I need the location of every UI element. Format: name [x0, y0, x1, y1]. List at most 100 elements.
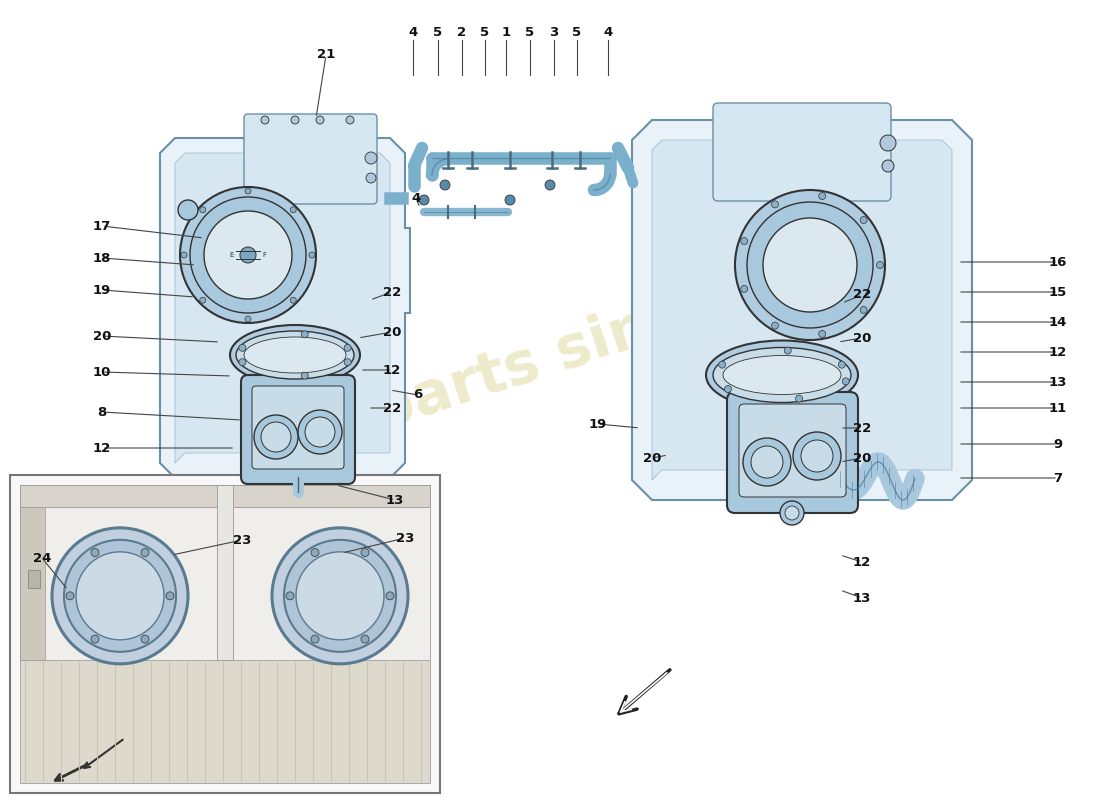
Circle shape	[286, 592, 294, 600]
Text: 10: 10	[92, 366, 111, 378]
Text: 5: 5	[433, 26, 442, 38]
Circle shape	[880, 135, 896, 151]
FancyBboxPatch shape	[241, 375, 355, 484]
Text: 11: 11	[1049, 402, 1067, 414]
Text: 1: 1	[502, 26, 510, 38]
FancyBboxPatch shape	[244, 114, 377, 204]
Text: 20: 20	[852, 451, 871, 465]
Circle shape	[544, 180, 556, 190]
Circle shape	[795, 395, 803, 402]
Circle shape	[877, 262, 883, 269]
Text: parts sinc...: parts sinc...	[365, 267, 755, 442]
Text: 24: 24	[33, 551, 52, 565]
Circle shape	[801, 440, 833, 472]
Circle shape	[860, 217, 867, 223]
Bar	[20, 485, 430, 507]
Polygon shape	[175, 153, 390, 463]
Circle shape	[200, 298, 206, 303]
Circle shape	[311, 635, 319, 643]
Circle shape	[440, 180, 450, 190]
Polygon shape	[652, 140, 952, 480]
Circle shape	[141, 635, 149, 643]
Circle shape	[292, 116, 299, 124]
Ellipse shape	[723, 355, 842, 394]
Circle shape	[747, 202, 873, 328]
Text: 12: 12	[1049, 346, 1067, 358]
Circle shape	[818, 330, 826, 338]
Text: 4: 4	[408, 26, 418, 38]
Circle shape	[166, 592, 174, 600]
FancyBboxPatch shape	[739, 404, 846, 497]
Circle shape	[793, 432, 842, 480]
Circle shape	[301, 372, 308, 379]
Text: 20: 20	[642, 451, 661, 465]
Circle shape	[346, 116, 354, 124]
Text: 20: 20	[852, 331, 871, 345]
Text: 22: 22	[852, 289, 871, 302]
Circle shape	[361, 549, 368, 557]
Circle shape	[843, 378, 849, 385]
Text: 6: 6	[414, 389, 422, 402]
Circle shape	[344, 358, 351, 366]
Text: 8: 8	[98, 406, 107, 418]
FancyBboxPatch shape	[713, 103, 891, 201]
Circle shape	[52, 528, 188, 664]
FancyBboxPatch shape	[727, 392, 858, 513]
Circle shape	[190, 197, 306, 313]
Circle shape	[386, 592, 394, 600]
Circle shape	[725, 386, 732, 393]
Circle shape	[245, 316, 251, 322]
Circle shape	[316, 116, 324, 124]
Circle shape	[284, 540, 396, 652]
Circle shape	[141, 549, 149, 557]
Text: 13: 13	[386, 494, 404, 506]
Text: 9: 9	[1054, 438, 1063, 450]
Circle shape	[180, 187, 316, 323]
Text: 23: 23	[233, 534, 251, 546]
Bar	[20, 485, 430, 660]
Ellipse shape	[706, 341, 858, 410]
Circle shape	[763, 218, 857, 312]
Circle shape	[204, 211, 292, 299]
Circle shape	[309, 252, 315, 258]
Circle shape	[64, 540, 176, 652]
Circle shape	[751, 446, 783, 478]
Text: 2: 2	[458, 26, 466, 38]
Text: 17: 17	[92, 219, 111, 233]
Text: 13: 13	[1048, 375, 1067, 389]
Bar	[10, 475, 440, 793]
Circle shape	[505, 195, 515, 205]
Text: 20: 20	[92, 330, 111, 342]
Ellipse shape	[244, 337, 346, 373]
Text: 13: 13	[852, 591, 871, 605]
Circle shape	[860, 306, 867, 314]
Text: 18: 18	[92, 251, 111, 265]
Text: 19: 19	[92, 283, 111, 297]
Text: 12: 12	[383, 363, 402, 377]
Circle shape	[245, 188, 251, 194]
Circle shape	[76, 552, 164, 640]
Text: 4: 4	[604, 26, 613, 38]
Circle shape	[254, 415, 298, 459]
Circle shape	[771, 201, 779, 208]
Ellipse shape	[236, 331, 354, 379]
Circle shape	[290, 206, 296, 213]
Circle shape	[305, 417, 336, 447]
Circle shape	[261, 422, 292, 452]
Circle shape	[718, 361, 726, 368]
Circle shape	[882, 160, 894, 172]
Circle shape	[301, 331, 308, 338]
Circle shape	[66, 592, 74, 600]
Circle shape	[742, 438, 791, 486]
Polygon shape	[632, 120, 972, 500]
Circle shape	[740, 238, 748, 245]
Ellipse shape	[230, 325, 360, 385]
Text: 12: 12	[852, 555, 871, 569]
Circle shape	[365, 152, 377, 164]
Text: 15: 15	[1049, 286, 1067, 298]
Circle shape	[261, 116, 270, 124]
Text: F: F	[262, 252, 266, 258]
Circle shape	[240, 247, 256, 263]
Text: 5: 5	[572, 26, 582, 38]
Text: 19: 19	[588, 418, 607, 430]
